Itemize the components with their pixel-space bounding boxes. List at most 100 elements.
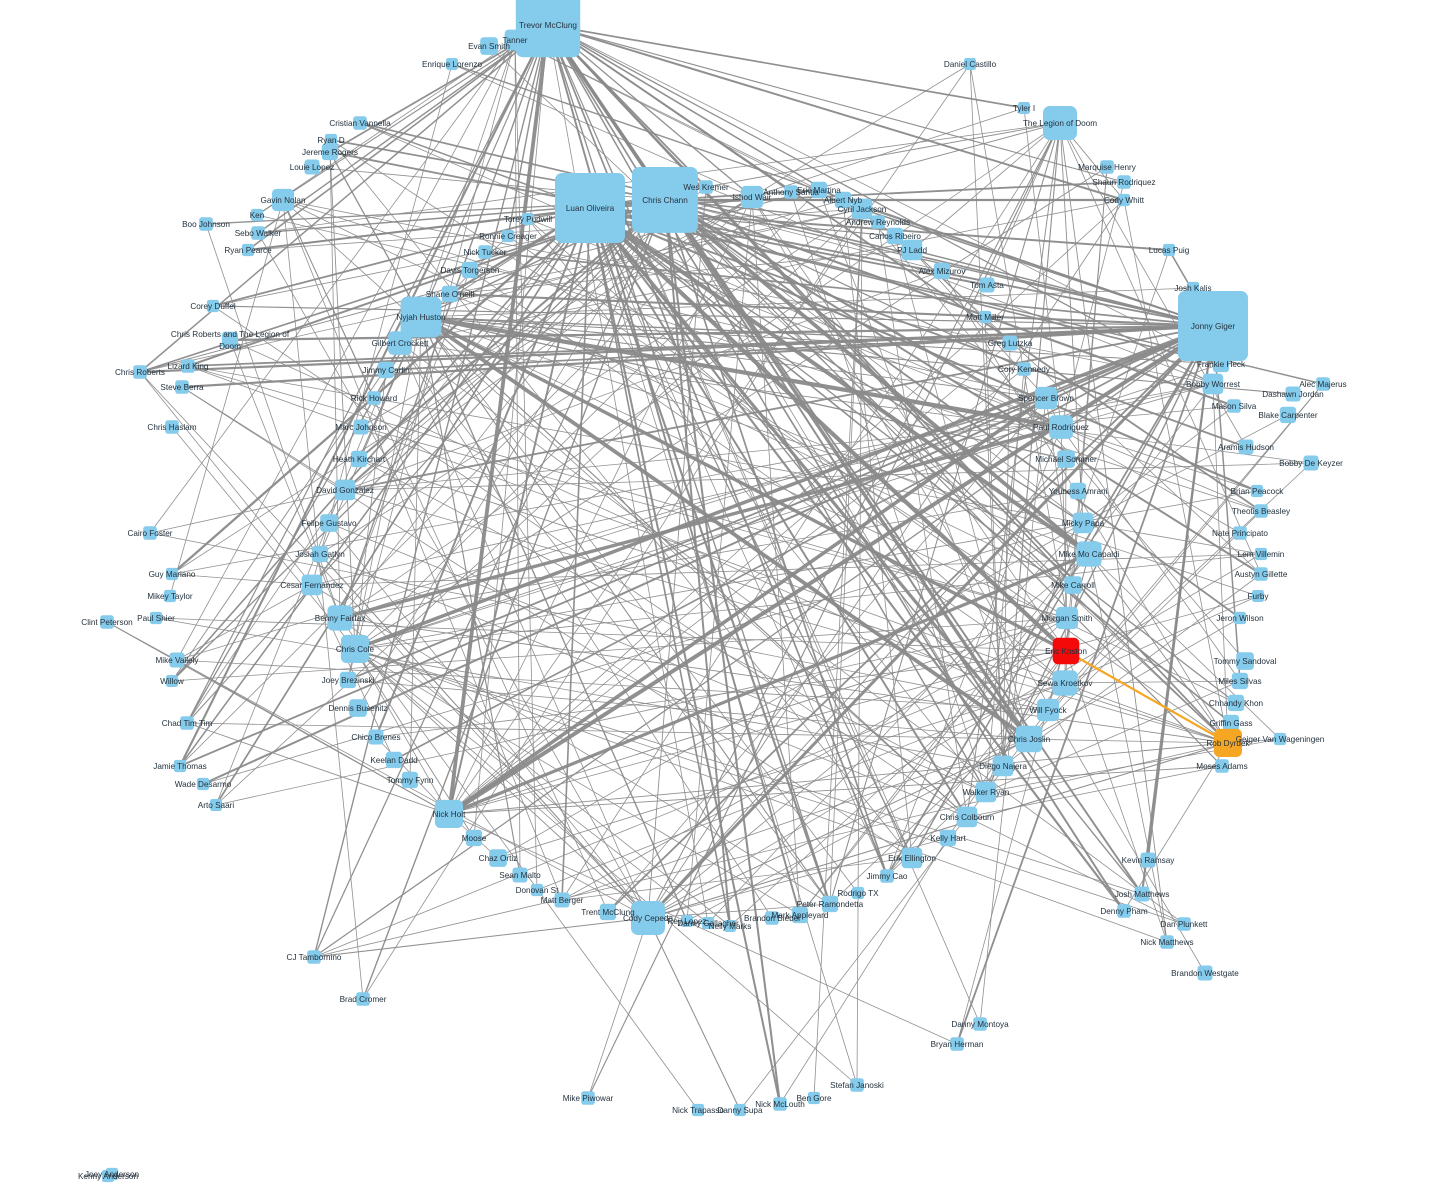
svg-text:Geiger Van Wageningen: Geiger Van Wageningen [1236,735,1325,744]
svg-text:Josh Kalis: Josh Kalis [1174,284,1211,293]
svg-text:Jereme Rogers: Jereme Rogers [302,148,358,157]
svg-text:Rodrigo TX: Rodrigo TX [837,889,879,898]
svg-text:Boo Johnson: Boo Johnson [182,220,230,229]
svg-text:Chaz Ortiz: Chaz Ortiz [479,854,518,863]
svg-text:Jeron Wilson: Jeron Wilson [1216,614,1264,623]
svg-text:Greg Lutzka: Greg Lutzka [988,339,1033,348]
svg-text:Nick McLouth: Nick McLouth [755,1100,805,1109]
svg-text:Andrew Reynolds: Andrew Reynolds [846,218,910,227]
svg-text:Walker Ryan: Walker Ryan [963,788,1010,797]
svg-text:Benny Fairfax: Benny Fairfax [315,614,366,623]
svg-text:Marc Johnson: Marc Johnson [335,423,387,432]
svg-text:Louie Lopez: Louie Lopez [290,163,335,172]
svg-text:Wade Desarmo: Wade Desarmo [175,780,232,789]
svg-text:Bobby Worrest: Bobby Worrest [1186,380,1241,389]
svg-text:Enrique Lorenzo: Enrique Lorenzo [422,60,483,69]
svg-text:Cyril Jackson: Cyril Jackson [838,205,887,214]
svg-text:Bryan Herman: Bryan Herman [931,1040,984,1049]
svg-text:Diego Najera: Diego Najera [979,762,1027,771]
svg-text:Rick Howard: Rick Howard [351,394,398,403]
svg-text:Brandon Biebel: Brandon Biebel [744,914,800,923]
svg-text:Erik Ellington: Erik Ellington [888,854,936,863]
svg-text:PJ Ladd: PJ Ladd [897,246,927,255]
svg-text:Davis Torgerson: Davis Torgerson [440,266,499,275]
svg-text:Denny Pham: Denny Pham [1100,907,1148,916]
svg-text:Chad Tim Tim: Chad Tim Tim [162,719,213,728]
svg-text:Nyjah Huston: Nyjah Huston [396,313,446,322]
svg-text:Chico Brenes: Chico Brenes [351,733,400,742]
svg-text:Austyn Gillette: Austyn Gillette [1235,570,1288,579]
svg-text:Evan Smith: Evan Smith [468,42,510,51]
svg-text:Dennis Busenitz: Dennis Busenitz [328,704,387,713]
svg-text:Brandon Westgate: Brandon Westgate [1171,969,1239,978]
svg-text:Cairo Foster: Cairo Foster [127,529,172,538]
svg-text:Kevin Ramsay: Kevin Ramsay [1122,856,1176,865]
svg-text:Sebo Walker: Sebo Walker [235,229,282,238]
svg-text:Cristian Vannella: Cristian Vannella [329,119,391,128]
svg-text:Carlos Ribeiro: Carlos Ribeiro [869,232,921,241]
svg-text:The Legion of Doom: The Legion of Doom [1023,119,1097,128]
svg-text:Nick Matthews: Nick Matthews [1140,938,1193,947]
svg-text:Torey Pudwill: Torey Pudwill [504,215,552,224]
svg-text:Josh Matthews: Josh Matthews [1115,890,1170,899]
svg-text:Clint Peterson: Clint Peterson [81,618,133,627]
svg-text:Gavin Nolan: Gavin Nolan [260,196,306,205]
svg-text:Corey Duffel: Corey Duffel [190,302,236,311]
svg-text:Dan Plunkett: Dan Plunkett [1161,920,1209,929]
svg-text:Chris Joslin: Chris Joslin [1008,735,1051,744]
svg-text:Shaun Rodriquez: Shaun Rodriquez [1092,178,1155,187]
svg-text:Frankie Heck: Frankie Heck [1197,360,1246,369]
svg-text:Mike Piwowar: Mike Piwowar [563,1094,614,1103]
svg-text:Ronnie Creager: Ronnie Creager [479,232,537,241]
svg-text:Jimmy Cao: Jimmy Cao [867,872,908,881]
svg-text:David Gonzalez: David Gonzalez [316,486,374,495]
svg-text:CJ Tambornino: CJ Tambornino [287,953,342,962]
svg-text:Tyler I: Tyler I [1013,104,1035,113]
svg-text:Eric Koston: Eric Koston [1045,647,1087,656]
svg-text:Keelan Dadd: Keelan Dadd [370,756,418,765]
svg-text:Arto Saari: Arto Saari [198,801,235,810]
svg-text:Albert Nyb: Albert Nyb [824,196,863,205]
svg-text:Sean Malto: Sean Malto [499,871,541,880]
svg-text:Nate Principato: Nate Principato [1212,529,1268,538]
svg-text:Spencer Brown: Spencer Brown [1018,394,1074,403]
svg-text:Danny Montoya: Danny Montoya [951,1020,1009,1029]
svg-text:Kelly Hart: Kelly Hart [930,834,966,843]
svg-text:Cesar Fernandez: Cesar Fernandez [280,581,343,590]
svg-text:Trevor McClung: Trevor McClung [519,21,577,30]
svg-text:Blake Carpenter: Blake Carpenter [1258,411,1317,420]
svg-text:Cody Cepeda: Cody Cepeda [623,914,674,923]
svg-text:Bobby De Keyzer: Bobby De Keyzer [1279,459,1343,468]
svg-text:Gilbert Crockett: Gilbert Crockett [372,339,430,348]
svg-text:Jamie Thomas: Jamie Thomas [153,762,207,771]
svg-text:Theotis Beasley: Theotis Beasley [1232,507,1291,516]
svg-text:Moses Adams: Moses Adams [1196,762,1247,771]
svg-text:Daniel Castillo: Daniel Castillo [944,60,997,69]
svg-text:Lem Villemin: Lem Villemin [1238,550,1285,559]
svg-text:Michael Sommer: Michael Sommer [1035,455,1097,464]
svg-text:Sewa Kroetkov: Sewa Kroetkov [1037,679,1093,688]
svg-text:Youness Amrani: Youness Amrani [1049,487,1108,496]
svg-text:Chhandy Khon: Chhandy Khon [1209,699,1264,708]
svg-text:Peter Ramondetta: Peter Ramondetta [797,900,864,909]
svg-text:Matt Miller: Matt Miller [966,313,1004,322]
svg-text:Matt Berger: Matt Berger [541,896,584,905]
svg-text:Paul Shier: Paul Shier [137,614,175,623]
svg-text:Tom Asta: Tom Asta [970,281,1004,290]
svg-text:Moose: Moose [462,834,487,843]
svg-text:Joey Anderson: Joey Anderson [85,1170,140,1179]
svg-text:Mike Mo Capaldi: Mike Mo Capaldi [1059,550,1120,559]
svg-text:Shane O'neill: Shane O'neill [426,290,475,299]
svg-text:Morgan Smith: Morgan Smith [1042,614,1093,623]
svg-text:Nick Tucker: Nick Tucker [464,248,507,257]
svg-text:Ryan Pearce: Ryan Pearce [224,246,272,255]
svg-text:Steve Berra: Steve Berra [160,383,204,392]
svg-text:Ken: Ken [250,211,265,220]
svg-text:Chris Cole: Chris Cole [336,645,375,654]
svg-text:Lucas Puig: Lucas Puig [1149,246,1190,255]
svg-text:Brad Cromer: Brad Cromer [340,995,387,1004]
svg-text:Donovan St: Donovan St [516,886,560,895]
svg-text:Paul Rodriguez: Paul Rodriguez [1033,423,1089,432]
svg-text:Chris Colbourn: Chris Colbourn [940,813,995,822]
svg-text:Tommy Fynn: Tommy Fynn [387,776,434,785]
